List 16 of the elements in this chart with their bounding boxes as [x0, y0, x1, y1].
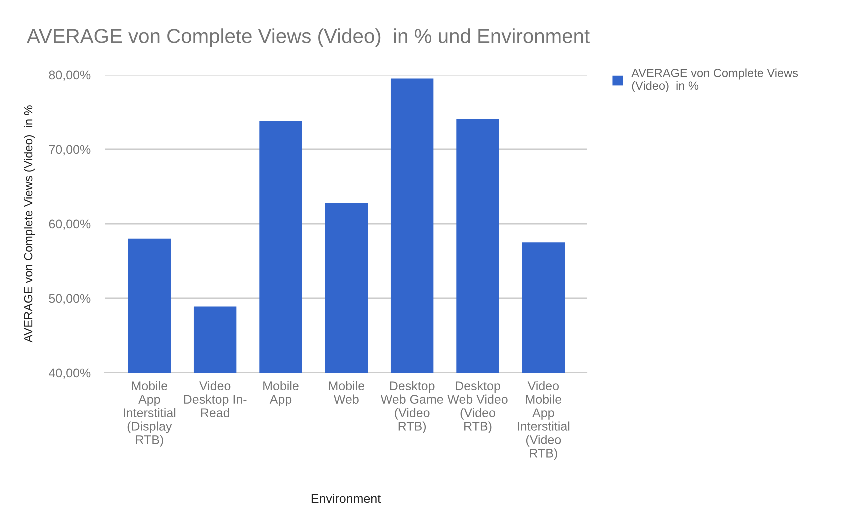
x-tick-label: Mobile App	[264, 381, 299, 406]
x-tick-label: Mobile App Interstitial (Display RTB)	[124, 381, 176, 447]
x-tick-label: Video Mobile App Interstitial (Video RTB)	[518, 381, 570, 460]
x-tick-label: Desktop Web Game (Video RTB)	[380, 381, 444, 434]
legend-label: AVERAGE von Complete Views (Video) in %	[632, 68, 798, 92]
y-tick-label: 40,00%	[49, 368, 91, 380]
x-tick-label: Mobile Web	[329, 381, 365, 404]
y-tick-label: 60,00%	[49, 220, 91, 230]
y-axis-title: AVERAGE von Complete Views (Video) in %	[24, 106, 35, 343]
y-tick-label: 50,00%	[49, 294, 91, 305]
y-tick-label: 80,00%	[49, 70, 91, 82]
x-axis-title: Environment	[312, 494, 381, 504]
y-tick-label: 70,00%	[49, 145, 91, 156]
chart-title: AVERAGE von Complete Views (Video) in % und Environment	[27, 28, 590, 48]
x-tick-label: Video Desktop In- Read	[184, 381, 247, 418]
x-tick-label: Desktop Web Video (Video RTB)	[448, 381, 508, 434]
